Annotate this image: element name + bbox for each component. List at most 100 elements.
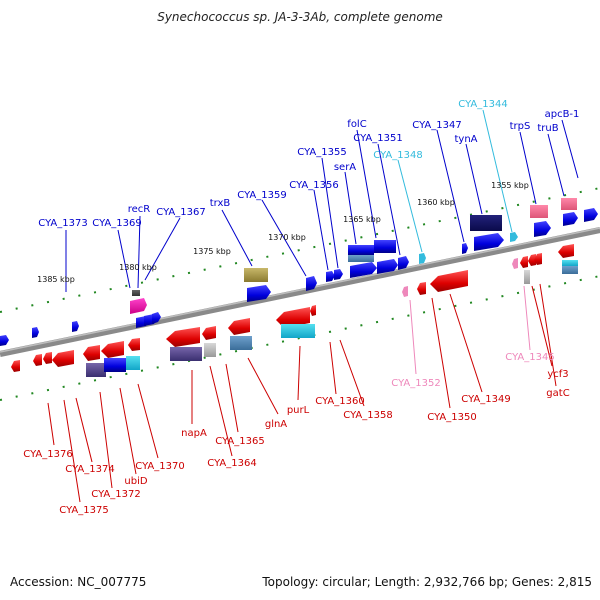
gene-folC-arrow — [377, 259, 398, 274]
gene-CYA_1345-domain — [524, 270, 530, 284]
gene-CYA_1351-arrow — [398, 256, 409, 270]
gene-CYA_1343-domain — [562, 260, 578, 266]
gene-napA-domain — [170, 347, 202, 361]
gene-recR-block — [130, 298, 147, 314]
rna-CYA_1348-arrow — [419, 253, 426, 264]
gene-serA-arrow — [350, 262, 377, 278]
gene-napA-arrow — [166, 327, 200, 347]
gene-label-top: truB — [537, 123, 558, 134]
gene-label-bottom: CYA_1364 — [207, 458, 256, 469]
gene-CYA_1356-arrow — [326, 271, 335, 282]
scale-label: 1365 kbp — [343, 215, 381, 224]
top-gene-labels: CYA_1373 CYA_1369 recR CYA_1367 trxB CYA_1359… — [38, 99, 579, 229]
gene-CYA_1343-domain-2 — [562, 266, 578, 274]
gene-label-bottom: ycf3 — [547, 369, 568, 380]
forward-strand-features — [0, 198, 598, 346]
gene-apcB-1-arrow — [584, 208, 598, 222]
gene-recR-arrow — [152, 312, 161, 324]
rna-CYA_1352-arrow — [402, 286, 408, 297]
gene-label-top: apcB-1 — [545, 109, 580, 120]
reverse-strand-features — [11, 244, 578, 377]
genome-backbone-highlight — [0, 227, 600, 353]
gene-CYA_1355-arrow — [334, 269, 343, 280]
gene-purL-arrow — [310, 305, 316, 316]
scale-label: 1375 kbp — [193, 247, 231, 256]
gene-CYA_1350-arrow — [417, 282, 426, 295]
genome-backbone — [0, 227, 600, 357]
gene-label-top: tynA — [454, 134, 477, 145]
gene-label-bottom: glnA — [265, 419, 287, 430]
gene-ubiD-domain — [104, 358, 126, 372]
gene-label-top: recR — [128, 204, 151, 215]
gene-CYA_1372-domain — [86, 363, 106, 377]
bottom-gene-labels: CYA_1376 CYA_1374 CYA_1375 CYA_1372 ubiD CYA_… — [23, 352, 569, 516]
label-leader-lines — [47, 109, 579, 503]
gene-label-bottom: CYA_1375 — [59, 505, 108, 516]
gene-ycf3-arrow — [528, 254, 536, 266]
gene-label-top: serA — [334, 162, 356, 173]
accession-text: Accession: NC_007775 — [10, 575, 147, 589]
gene-trpS-arrow — [534, 221, 551, 237]
gene-edge-rev-arrow — [11, 360, 20, 372]
gene-label-top: CYA_1344 — [458, 99, 507, 110]
gene-label-top: folC — [347, 119, 366, 130]
gene-CYA_1376-arrow — [33, 354, 42, 366]
scale-labels: 1385 kbp 1380 kbp 1375 kbp 1370 kbp 1365 kbp… — [37, 181, 529, 284]
gene-label-bottom: CYA_1376 — [23, 449, 72, 460]
gene-ubiD-arrow — [101, 341, 124, 358]
gene-CYA_1372-arrow — [83, 345, 100, 361]
gene-label-bottom: CYA_1350 — [427, 412, 476, 423]
gene-label-top: CYA_1369 — [92, 218, 141, 229]
gene-tynA-domain — [470, 215, 502, 231]
gene-label-top: trxB — [210, 198, 231, 209]
gene-CYA_1370-domain — [126, 356, 140, 370]
gene-serA-domain — [348, 245, 374, 255]
gene-label-top: CYA_1367 — [156, 207, 205, 218]
gene-trpS-domain — [530, 205, 548, 218]
scale-label: 1380 kbp — [119, 263, 157, 272]
gene-CYA_1359-arrow — [306, 276, 317, 291]
gene-label-top: CYA_1347 — [412, 120, 461, 131]
gene-truB-arrow — [563, 212, 578, 226]
gene-label-bottom: CYA_1352 — [391, 378, 440, 389]
gene-CYA_1375-arrow — [43, 352, 52, 364]
gene-recR-domain — [132, 290, 140, 296]
gene-label-top: CYA_1355 — [297, 147, 346, 158]
gene-label-bottom: gatC — [546, 388, 569, 399]
gene-edge-arrow-2 — [32, 327, 39, 338]
scale-label: 1360 kbp — [417, 198, 455, 207]
gene-label-bottom: CYA_1370 — [135, 461, 184, 472]
gene-trxB-domain — [244, 268, 268, 282]
gene-CYA_1364-domain — [230, 336, 252, 350]
gene-CYA_1346-arrow — [520, 256, 528, 268]
gene-label-bottom: CYA_1372 — [91, 489, 140, 500]
gene-label-bottom: ubiD — [124, 476, 147, 487]
gene-label-bottom: CYA_1358 — [343, 410, 392, 421]
gene-serA-domain-2 — [348, 255, 374, 262]
gene-glnA-arrow — [276, 307, 310, 328]
scale-label: 1385 kbp — [37, 275, 75, 284]
gene-folC-domain — [374, 240, 396, 253]
gene-edge-arrow-left — [0, 335, 9, 346]
gene-label-bottom: napA — [181, 428, 207, 439]
gene-CYA_1349-arrow — [430, 270, 468, 292]
gene-label-bottom: CYA_1365 — [215, 436, 264, 447]
gene-CYA_1373-arrow — [72, 321, 79, 332]
gene-label-top: CYA_1351 — [353, 133, 402, 144]
gene-truB-domain — [561, 198, 577, 210]
gene-CYA_1347-arrow — [462, 243, 468, 254]
gene-CYA_1365-arrow — [202, 326, 216, 340]
gene-label-bottom: CYA_1374 — [65, 464, 114, 475]
gene-label-top: CYA_1348 — [373, 150, 422, 161]
gene-CYA_1365-domain — [204, 343, 216, 357]
gene-label-top: CYA_1359 — [237, 190, 286, 201]
rna-CYA_1344-arrow — [510, 232, 518, 242]
gene-tynA-arrow — [474, 233, 504, 251]
gene-trxB-arrow — [247, 285, 271, 302]
gene-CYA_1364-arrow — [228, 318, 250, 335]
gene-label-bottom: CYA_1349 — [461, 394, 510, 405]
gene-label-bottom: CYA_1345 — [505, 352, 554, 363]
gene-label-top: trpS — [510, 121, 531, 132]
